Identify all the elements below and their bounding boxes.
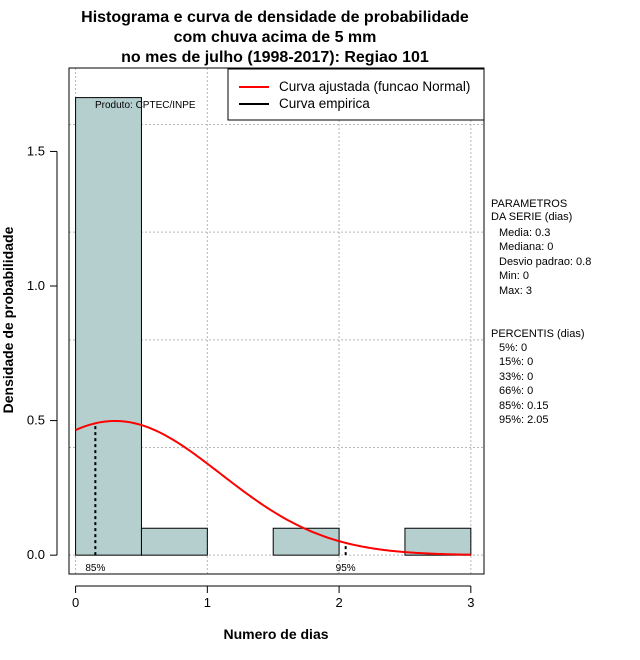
- params-title-2: DA SERIE (dias): [491, 211, 572, 223]
- percentiles-panel: PERCENTIS (dias) 5%: 0 15%: 0 33%: 0 66%…: [491, 328, 585, 426]
- param-min: Min: 0: [499, 270, 529, 282]
- param-mediana: Mediana: 0: [499, 241, 553, 253]
- chart-title-line-3: no mes de julho (1998-2017): Regiao 101: [121, 49, 429, 66]
- legend-label-empirical: Curva empirica: [279, 96, 370, 111]
- percentile-label-1: 95%: [336, 563, 356, 574]
- legend-label-fitted: Curva ajustada (funcao Normal): [279, 79, 470, 94]
- histogram-bar-1: [140, 527, 208, 556]
- percentile-85: 85%: 0.15: [499, 400, 549, 412]
- axes: 0 1 2 3 0.0 0.5 1.0 1.5: [27, 143, 475, 610]
- percentile-label-0: 85%: [85, 563, 105, 574]
- y-tick-label-0: 0.0: [27, 547, 45, 562]
- y-tick-label-1: 0.5: [27, 413, 45, 428]
- normal-curve-layer: [75, 419, 471, 556]
- histogram-bar-0: [75, 97, 142, 556]
- x-axis-title: Numero de dias: [223, 626, 328, 642]
- percentile-66: 66%: 0: [499, 385, 533, 397]
- percentile-95: 95%: 2.05: [499, 414, 549, 426]
- legend: Curva ajustada (funcao Normal) Curva emp…: [227, 68, 485, 121]
- plot-frame: [68, 67, 485, 575]
- x-tick-label-0: 0: [72, 595, 79, 610]
- product-annotation: Produto: CPTEC/INPE: [95, 100, 196, 111]
- x-tick-label-1: 1: [204, 595, 211, 610]
- params-title-1: PARAMETROS: [491, 198, 567, 210]
- chart-title-line-2: com chuva acima de 5 mm: [174, 29, 377, 46]
- chart-title-line-1: Histograma e curva de densidade de proba…: [81, 9, 469, 26]
- histogram-bar-3: [272, 527, 340, 556]
- percentile-15: 15%: 0: [499, 356, 533, 368]
- percentiles-title: PERCENTIS (dias): [491, 328, 585, 340]
- x-tick-label-3: 3: [467, 595, 474, 610]
- percentile-5: 5%: 0: [499, 342, 527, 354]
- y-axis-title: Densidade de probabilidade: [0, 226, 16, 413]
- series-parameters-panel: PARAMETROS DA SERIE (dias) Media: 0.3 Me…: [491, 198, 591, 297]
- param-desvio: Desvio padrao: 0.8: [499, 256, 591, 268]
- param-media: Media: 0.3: [499, 227, 550, 239]
- y-tick-label-3: 1.5: [27, 143, 45, 158]
- y-tick-label-2: 1.0: [27, 278, 45, 293]
- percentile-33: 33%: 0: [499, 371, 533, 383]
- param-max: Max: 3: [499, 285, 532, 297]
- histogram-bar-5: [404, 527, 472, 556]
- histogram-bars: [75, 97, 472, 556]
- x-tick-label-2: 2: [335, 595, 342, 610]
- normal-density-curve: [75, 419, 471, 556]
- legend-box: [227, 68, 485, 121]
- percentile-markers: 85% 95%: [85, 423, 356, 574]
